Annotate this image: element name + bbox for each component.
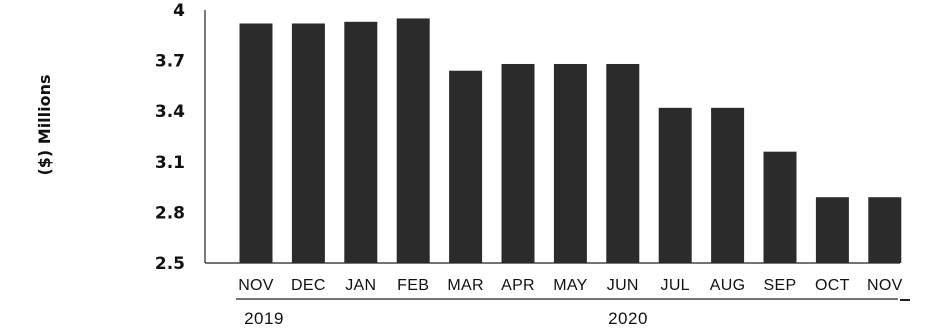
bar-7 <box>606 63 640 264</box>
bars <box>239 18 902 264</box>
year-label: 2020 <box>608 309 648 328</box>
bar-6 <box>553 63 587 264</box>
x-tick-label: JUN <box>607 277 639 294</box>
x-tick-label: APR <box>501 277 535 294</box>
bar-12 <box>868 197 902 263</box>
y-tick-label: 3.4 <box>155 102 185 122</box>
y-tick-label: 2.5 <box>155 254 185 274</box>
x-tick-label: SEP <box>764 277 797 294</box>
x-tick-label: JAN <box>345 277 376 294</box>
y-tick-label: 3.1 <box>155 153 185 173</box>
bar-11 <box>815 197 849 263</box>
y-tick-label: 4 <box>173 1 185 21</box>
bar-9 <box>711 107 745 264</box>
y-tick-label: 2.8 <box>155 203 185 223</box>
y-axis-label: ($) Millions <box>35 74 54 175</box>
bar-5 <box>501 63 535 264</box>
x-tick-label: DEC <box>291 277 326 294</box>
x-tick-label: NOV <box>238 277 274 294</box>
bar-1 <box>291 23 325 264</box>
bar-0 <box>239 23 273 264</box>
x-tick-label: FEB <box>397 277 429 294</box>
y-tick-label: 3.7 <box>155 52 185 72</box>
x-tick-label: MAR <box>447 277 483 294</box>
y-tick-labels: 2.5 2.8 3.1 3.4 3.7 4 <box>155 1 185 274</box>
year-label: 2019 <box>244 309 284 328</box>
year-group-labels: 2019 2020 <box>244 309 648 328</box>
bar-3 <box>396 18 430 263</box>
x-tick-label: AUG <box>710 277 746 294</box>
x-tick-labels: NOV DEC JAN FEB MAR APR MAY JUN JUL AUG SEP OCT NOV <box>238 277 902 294</box>
x-tick-label: JUL <box>661 277 690 294</box>
bar-2 <box>344 21 378 263</box>
bar-10 <box>763 151 797 263</box>
x-tick-label: OCT <box>815 277 850 294</box>
bar-4 <box>449 70 483 263</box>
bar-8 <box>658 107 692 264</box>
x-tick-label: MAY <box>553 277 587 294</box>
x-tick-label: NOV <box>867 277 903 294</box>
